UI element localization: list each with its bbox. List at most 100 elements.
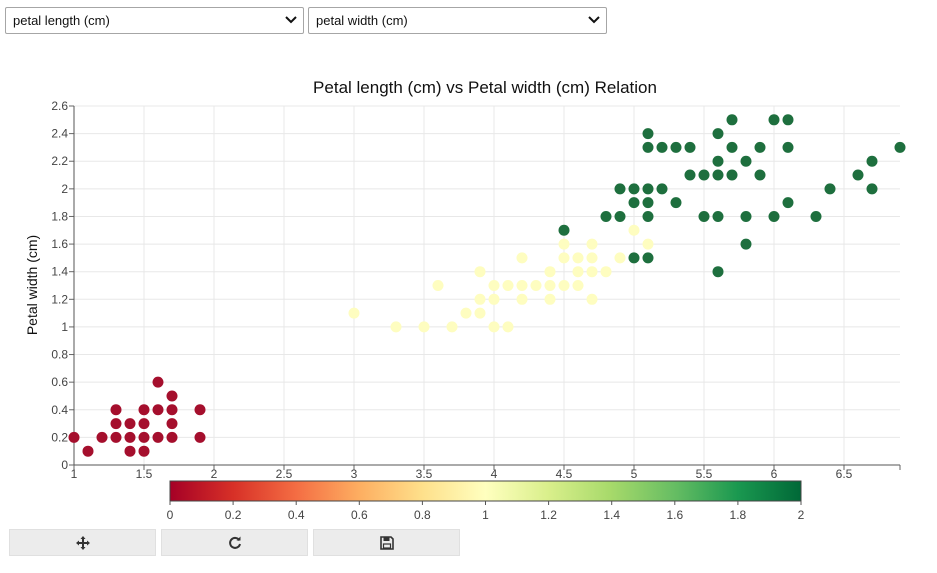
scatter-point[interactable]: [124, 418, 136, 430]
scatter-point[interactable]: [544, 266, 556, 278]
scatter-point[interactable]: [502, 280, 514, 291]
scatter-point[interactable]: [782, 141, 794, 153]
scatter-point[interactable]: [110, 431, 122, 443]
scatter-point[interactable]: [110, 404, 122, 416]
scatter-point[interactable]: [824, 183, 836, 195]
scatter-point[interactable]: [152, 431, 164, 443]
scatter-point[interactable]: [628, 197, 640, 209]
scatter-point[interactable]: [390, 321, 402, 333]
scatter-point[interactable]: [712, 155, 724, 167]
scatter-point[interactable]: [866, 183, 878, 195]
scatter-point[interactable]: [684, 141, 696, 153]
scatter-point[interactable]: [558, 238, 570, 250]
scatter-point[interactable]: [894, 141, 906, 153]
scatter-point[interactable]: [166, 418, 178, 430]
scatter-point[interactable]: [628, 224, 640, 236]
reset-button[interactable]: [161, 529, 308, 556]
scatter-point[interactable]: [782, 114, 794, 126]
scatter-point[interactable]: [586, 238, 598, 250]
x-axis-select[interactable]: petal length (cm): [5, 7, 304, 34]
scatter-point[interactable]: [670, 141, 682, 153]
scatter-point[interactable]: [628, 252, 640, 264]
pan-button[interactable]: [9, 529, 156, 556]
scatter-point[interactable]: [810, 210, 822, 222]
scatter-point[interactable]: [656, 141, 668, 153]
scatter-point[interactable]: [782, 197, 794, 209]
scatter-point[interactable]: [586, 266, 598, 278]
scatter-point[interactable]: [684, 169, 696, 181]
scatter-point[interactable]: [474, 307, 486, 319]
scatter-point[interactable]: [194, 431, 206, 443]
scatter-point[interactable]: [138, 418, 150, 430]
scatter-point[interactable]: [656, 183, 668, 195]
save-button[interactable]: [313, 529, 460, 556]
scatter-point[interactable]: [138, 431, 150, 443]
scatter-point[interactable]: [726, 141, 738, 153]
scatter-point[interactable]: [726, 114, 738, 126]
scatter-point[interactable]: [418, 321, 430, 333]
y-axis-select[interactable]: petal width (cm): [308, 7, 607, 34]
scatter-point[interactable]: [600, 210, 612, 222]
scatter-point[interactable]: [712, 169, 724, 181]
scatter-point[interactable]: [530, 280, 542, 291]
scatter-point[interactable]: [642, 141, 654, 153]
scatter-point[interactable]: [152, 404, 164, 416]
scatter-point[interactable]: [446, 321, 458, 333]
scatter-point[interactable]: [558, 224, 570, 236]
scatter-point[interactable]: [474, 293, 486, 305]
scatter-point[interactable]: [712, 210, 724, 222]
scatter-point[interactable]: [642, 183, 654, 195]
scatter-point[interactable]: [68, 431, 80, 443]
scatter-point[interactable]: [754, 169, 766, 181]
scatter-point[interactable]: [698, 169, 710, 181]
scatter-point[interactable]: [726, 169, 738, 181]
scatter-point[interactable]: [138, 445, 150, 457]
scatter-point[interactable]: [516, 280, 528, 291]
scatter-point[interactable]: [852, 169, 864, 181]
scatter-point[interactable]: [166, 431, 178, 443]
scatter-point[interactable]: [586, 252, 598, 264]
scatter-point[interactable]: [138, 404, 150, 416]
scatter-point[interactable]: [572, 266, 584, 278]
scatter-point[interactable]: [572, 252, 584, 264]
scatter-point[interactable]: [488, 321, 500, 333]
scatter-point[interactable]: [488, 293, 500, 305]
scatter-point[interactable]: [740, 210, 752, 222]
scatter-point[interactable]: [544, 280, 556, 291]
scatter-point[interactable]: [166, 404, 178, 416]
scatter-point[interactable]: [614, 252, 626, 264]
scatter-point[interactable]: [194, 404, 206, 416]
scatter-point[interactable]: [124, 431, 136, 443]
scatter-point[interactable]: [642, 197, 654, 209]
scatter-point[interactable]: [432, 280, 444, 291]
scatter-point[interactable]: [642, 252, 654, 264]
scatter-point[interactable]: [474, 266, 486, 278]
scatter-point[interactable]: [866, 155, 878, 167]
scatter-point[interactable]: [712, 266, 724, 278]
scatter-point[interactable]: [558, 280, 570, 291]
scatter-point[interactable]: [614, 210, 626, 222]
scatter-point[interactable]: [96, 431, 108, 443]
scatter-point[interactable]: [628, 183, 640, 195]
scatter-point[interactable]: [642, 128, 654, 140]
scatter-point[interactable]: [348, 307, 360, 319]
scatter-point[interactable]: [768, 210, 780, 222]
scatter-point[interactable]: [516, 293, 528, 305]
scatter-point[interactable]: [642, 210, 654, 222]
scatter-point[interactable]: [712, 128, 724, 140]
scatter-point[interactable]: [82, 445, 94, 457]
scatter-point[interactable]: [166, 390, 178, 402]
scatter-point[interactable]: [124, 445, 136, 457]
scatter-point[interactable]: [614, 183, 626, 195]
scatter-point[interactable]: [502, 321, 514, 333]
scatter-point[interactable]: [754, 141, 766, 153]
scatter-point[interactable]: [110, 418, 122, 430]
scatter-point[interactable]: [642, 238, 654, 250]
scatter-point[interactable]: [698, 210, 710, 222]
scatter-point[interactable]: [544, 293, 556, 305]
scatter-point[interactable]: [516, 252, 528, 264]
scatter-point[interactable]: [572, 280, 584, 291]
scatter-point[interactable]: [768, 114, 780, 126]
scatter-point[interactable]: [152, 376, 164, 388]
scatter-point[interactable]: [740, 155, 752, 167]
